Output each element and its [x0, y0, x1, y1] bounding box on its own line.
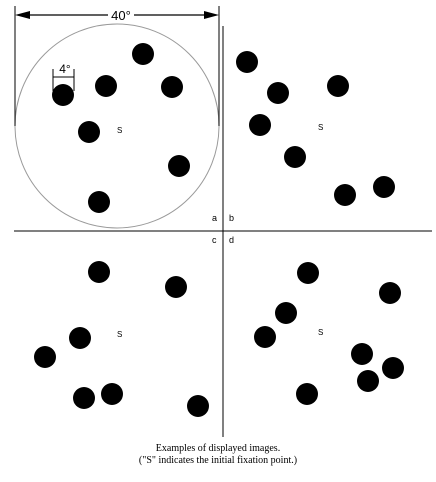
dot: [296, 383, 318, 405]
dot: [284, 146, 306, 168]
dot: [382, 357, 404, 379]
caption-line-2: ("S" indicates the initial fixation poin…: [138, 455, 298, 466]
fixation-point-d: S: [318, 328, 323, 337]
dot: [52, 84, 74, 106]
fixation-point-b: S: [318, 123, 323, 132]
dot: [88, 191, 110, 213]
fixation-point-c: S: [117, 330, 122, 339]
dot: [161, 76, 183, 98]
dot: [334, 184, 356, 206]
arrow-right-icon: [204, 11, 219, 19]
dot: [254, 326, 276, 348]
dimension-40-degree: 40°: [14, 6, 220, 126]
dot: [88, 261, 110, 283]
dot: [69, 327, 91, 349]
dot: [275, 302, 297, 324]
dot: [101, 383, 123, 405]
dot: [165, 276, 187, 298]
arrow-left-icon: [15, 11, 30, 19]
dot: [132, 43, 154, 65]
dot: [34, 346, 56, 368]
dimension-4-degree: 4°: [52, 62, 75, 91]
quadrant-label-d: d: [229, 235, 234, 245]
dot: [357, 370, 379, 392]
dot: [73, 387, 95, 409]
dot: [249, 114, 271, 136]
dot: [379, 282, 401, 304]
dot: [187, 395, 209, 417]
quadrant-label-c: c: [212, 235, 217, 245]
quadrant-label-b: b: [229, 213, 234, 223]
dimension-4-label: 4°: [59, 62, 71, 76]
dot: [267, 82, 289, 104]
dimension-40-label: 40°: [111, 8, 131, 23]
figure-caption: Examples of displayed images. ("S" indic…: [0, 443, 436, 467]
caption-line-1: Examples of displayed images.: [155, 443, 281, 454]
dot: [351, 343, 373, 365]
quadrant-b-dots: [236, 51, 395, 206]
dot: [297, 262, 319, 284]
quadrant-label-a: a: [212, 213, 217, 223]
dot: [373, 176, 395, 198]
dot: [168, 155, 190, 177]
fixation-point-a: S: [117, 126, 122, 135]
dot: [327, 75, 349, 97]
quadrant-c-dots: [34, 261, 209, 417]
quadrant-a-dots: [52, 43, 190, 213]
dot: [78, 121, 100, 143]
dot: [236, 51, 258, 73]
quadrant-d-dots: [254, 262, 404, 405]
dot: [95, 75, 117, 97]
